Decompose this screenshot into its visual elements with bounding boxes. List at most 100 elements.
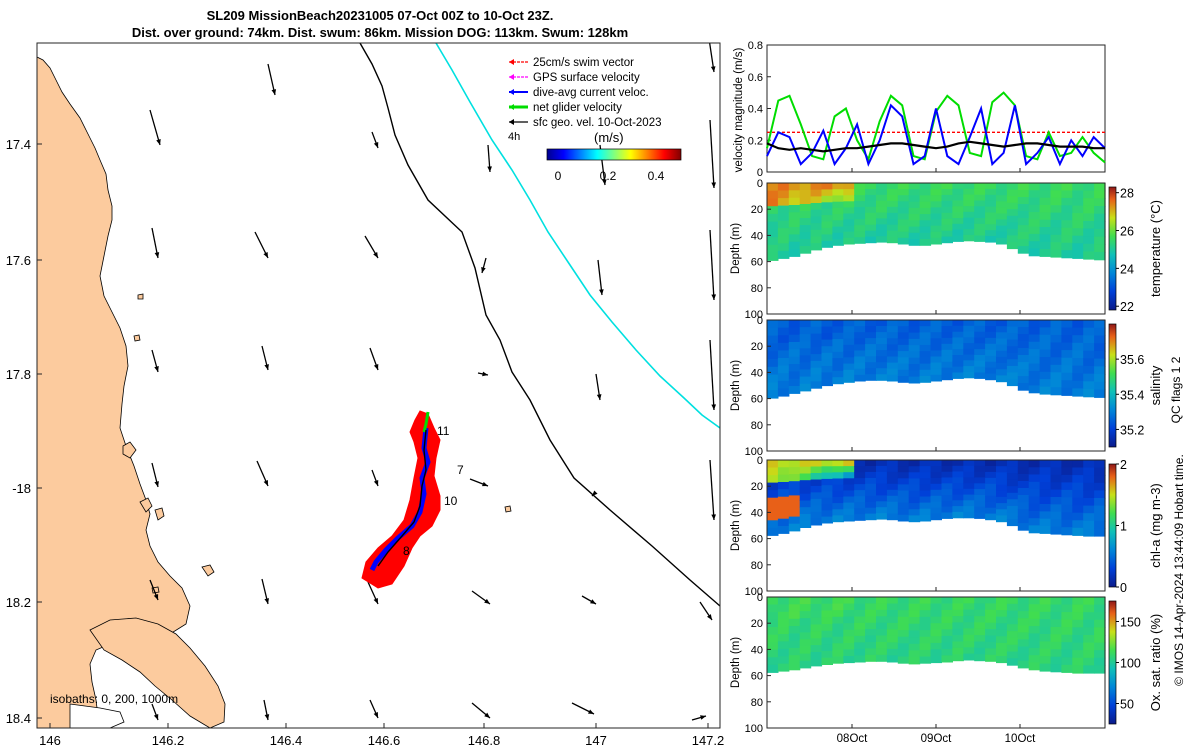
profile-cell: [1094, 190, 1106, 199]
profile-panel-3: 0 20 40 60 80 100 Depth (m) 2 1 0 chl-a (mg m-3): [730, 455, 1163, 598]
profile-cell: [930, 610, 942, 618]
time-tick-label: 10Oct: [1005, 733, 1036, 745]
profile-cell: [996, 636, 1008, 644]
profile-cell: [1017, 604, 1030, 612]
profile-cell: [897, 376, 910, 383]
profile-cell: [1017, 653, 1030, 662]
profile-cell: [1028, 503, 1041, 512]
profile-cell: [1094, 528, 1106, 537]
profile-cell: [1006, 202, 1019, 210]
profile-cell: [799, 197, 812, 205]
profile-cell: [1028, 327, 1041, 336]
profile-cell: [777, 198, 790, 207]
profile-cell: [865, 224, 877, 232]
profile-cell: [821, 657, 833, 665]
map-panel: 11 7 10 8 146 146.2 146.4 146.6 146.8 147 147.…: [6, 42, 724, 748]
profile-cell: [952, 194, 964, 202]
profile-cell: [1083, 190, 1095, 199]
profile-cell: [799, 611, 812, 619]
profile-cell: [1072, 467, 1084, 476]
profile-cell: [1006, 505, 1019, 513]
profile-cell: [1072, 373, 1084, 382]
profile-cell: [886, 501, 899, 509]
profile-cell: [777, 482, 790, 490]
velocity-y-tick-label: 0.2: [748, 135, 763, 147]
profile-cell: [1017, 320, 1030, 328]
profile-cell: [1061, 365, 1073, 374]
profile-cell: [767, 382, 779, 391]
profile-cell: [1050, 379, 1062, 388]
profile-cell: [908, 320, 921, 327]
profile-cell: [810, 236, 823, 244]
profile-cell: [799, 460, 812, 468]
profile-cell: [886, 489, 899, 497]
profile-cell: [854, 642, 866, 650]
profile-cell: [1083, 350, 1095, 359]
profile-cell: [832, 364, 844, 372]
profile-cell: [1094, 475, 1106, 484]
profile-cell: [767, 460, 779, 469]
profile-cell: [1006, 326, 1019, 334]
profile-cell: [1050, 220, 1062, 228]
profile-cell: [952, 465, 964, 473]
profile-cell: [1083, 619, 1095, 628]
profile-cell: [854, 362, 866, 370]
profile-cell: [1083, 657, 1095, 666]
profile-cell: [854, 183, 866, 190]
profile-cell: [810, 333, 823, 341]
profile-cell: [1006, 365, 1019, 373]
profile-cell: [1072, 657, 1084, 666]
profile-cell: [810, 485, 823, 493]
profile-cell: [952, 223, 964, 231]
geo-vector-arrowhead: [154, 481, 159, 487]
profile-cell: [876, 320, 888, 327]
profile-cell: [876, 635, 888, 643]
profile-cell: [777, 205, 790, 214]
profile-cell: [1061, 474, 1073, 483]
profile-cell: [777, 634, 790, 642]
profile-cell: [974, 635, 986, 643]
profile-cell: [767, 619, 779, 628]
profile-cell: [974, 349, 986, 356]
profile-cell: [974, 343, 986, 350]
profile-cell: [1039, 234, 1052, 243]
profile-cell: [876, 609, 888, 617]
profile-cell: [777, 641, 790, 650]
profile-cell: [1094, 467, 1106, 476]
geo-vector-arrowhead: [154, 252, 160, 258]
profile-cell: [886, 200, 899, 208]
profile-cell: [876, 629, 888, 637]
plot-title-line2: Dist. over ground: 74km. Dist. swum: 86k…: [131, 25, 629, 40]
profile-cell: [919, 376, 932, 383]
geo-vector-arrowhead: [373, 252, 378, 258]
geo-vector-arrowhead: [482, 481, 488, 487]
profile-cell: [941, 642, 953, 650]
profile-cell: [1094, 460, 1106, 469]
profile-cell: [1006, 352, 1019, 360]
profile-cell: [1072, 482, 1084, 491]
profile-cell: [832, 478, 844, 486]
profile-cell: [952, 360, 964, 368]
geo-vector-arrowhead: [481, 267, 486, 273]
profile-cell: [832, 656, 844, 664]
profile-cell: [854, 616, 866, 624]
profile-cell: [886, 183, 899, 190]
profile-cell: [767, 467, 779, 476]
profile-cell: [865, 629, 877, 637]
profile-cell: [865, 495, 877, 503]
profile-cell: [930, 207, 942, 215]
profile-cell: [1072, 183, 1084, 192]
profile-cell: [1028, 197, 1041, 206]
profile-cell: [832, 332, 844, 340]
profile-cell: [1061, 467, 1073, 476]
profile-cell: [1083, 205, 1095, 214]
profile-cell: [963, 371, 975, 379]
profile-cell: [886, 655, 899, 663]
profile-cell: [1039, 611, 1052, 620]
profile-cell: [821, 516, 833, 524]
profile-cell: [1072, 505, 1084, 514]
geo-vector-arrowhead: [487, 166, 492, 172]
profile-cell: [1017, 383, 1030, 391]
profile-cell: [799, 473, 812, 481]
profile-depth-tick-label: 100: [745, 446, 763, 458]
